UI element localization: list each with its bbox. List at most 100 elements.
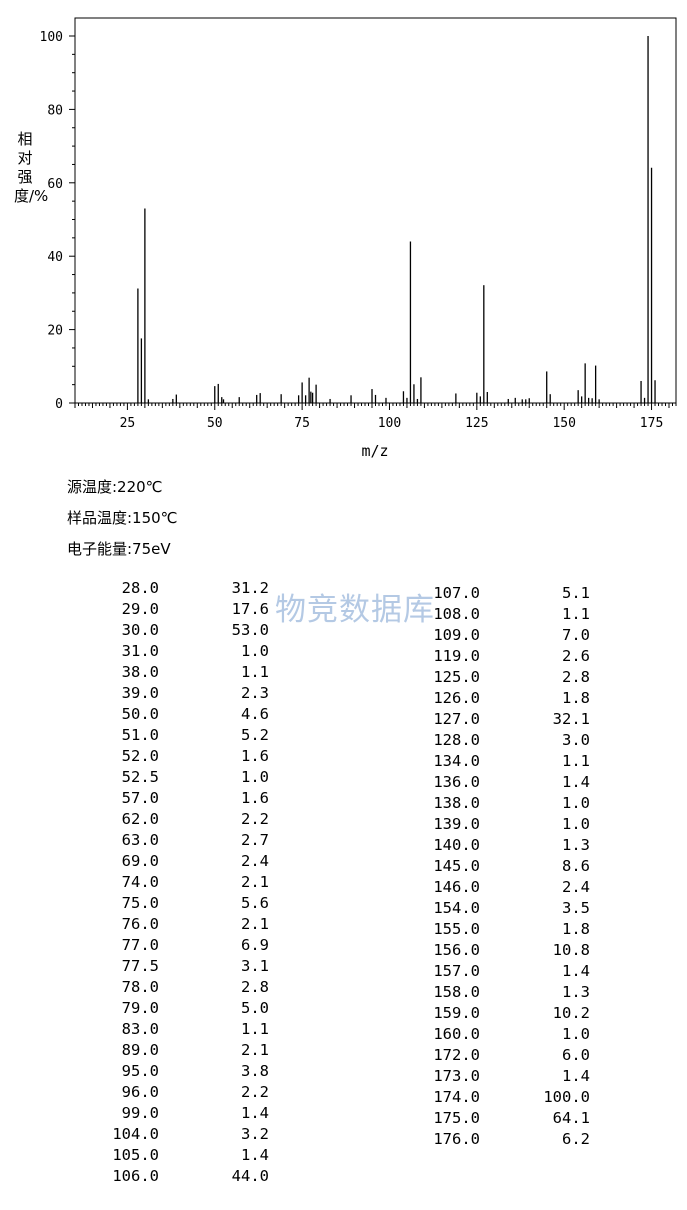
mz-value: 38.0 xyxy=(121,663,159,681)
intensity-value: 10.8 xyxy=(552,941,590,959)
mz-value: 52.0 xyxy=(121,747,159,765)
mz-value: 119.0 xyxy=(433,647,480,665)
intensity-value: 3.8 xyxy=(241,1062,269,1080)
x-tick-label: 100 xyxy=(378,416,401,431)
intensity-value: 1.0 xyxy=(562,794,590,812)
intensity-value: 6.2 xyxy=(562,1130,590,1148)
mz-value: 139.0 xyxy=(433,815,480,833)
mz-value: 105.0 xyxy=(112,1146,159,1164)
mz-value: 52.5 xyxy=(121,768,159,786)
mz-value: 31.0 xyxy=(121,642,159,660)
electron-energy: 电子能量:75eV xyxy=(67,540,171,558)
intensity-value: 1.8 xyxy=(562,689,590,707)
intensity-value: 3.1 xyxy=(241,957,269,975)
intensity-value: 8.6 xyxy=(562,857,590,875)
mz-value: 63.0 xyxy=(121,831,159,849)
intensity-value: 2.7 xyxy=(241,831,269,849)
mz-value: 146.0 xyxy=(433,878,480,896)
mz-value: 172.0 xyxy=(433,1046,480,1064)
intensity-value: 1.0 xyxy=(241,642,269,660)
mz-value: 50.0 xyxy=(121,705,159,723)
mz-value: 176.0 xyxy=(433,1130,480,1148)
mz-value: 109.0 xyxy=(433,626,480,644)
mz-value: 57.0 xyxy=(121,789,159,807)
y-tick-label: 40 xyxy=(47,250,63,265)
intensity-value: 5.6 xyxy=(241,894,269,912)
intensity-value: 5.1 xyxy=(562,584,590,602)
mz-value: 125.0 xyxy=(433,668,480,686)
intensity-value: 6.9 xyxy=(241,936,269,954)
intensity-value: 100.0 xyxy=(543,1088,590,1106)
mz-value: 160.0 xyxy=(433,1025,480,1043)
intensity-value: 1.4 xyxy=(562,962,590,980)
mz-value: 154.0 xyxy=(433,899,480,917)
mz-value: 126.0 xyxy=(433,689,480,707)
intensity-value: 1.4 xyxy=(241,1104,269,1122)
mz-value: 69.0 xyxy=(121,852,159,870)
y-tick-label: 20 xyxy=(47,324,63,339)
intensity-value: 2.1 xyxy=(241,1041,269,1059)
mz-value: 83.0 xyxy=(121,1020,159,1038)
x-tick-label: 25 xyxy=(120,416,136,431)
mz-value: 28.0 xyxy=(121,579,159,597)
intensity-value: 1.0 xyxy=(562,815,590,833)
chart-ticks: 25 50 75 100 125 150 175 0 20 40 60 80 100 xyxy=(40,30,677,431)
sample-temperature: 样品温度:150℃ xyxy=(67,509,178,527)
mz-value: 156.0 xyxy=(433,941,480,959)
intensity-value: 3.0 xyxy=(562,731,590,749)
x-tick-label: 50 xyxy=(207,416,223,431)
intensity-value: 53.0 xyxy=(231,621,269,639)
intensity-value: 5.0 xyxy=(241,999,269,1017)
mz-value: 145.0 xyxy=(433,857,480,875)
intensity-value: 1.6 xyxy=(241,789,269,807)
intensity-value: 3.5 xyxy=(562,899,590,917)
intensity-value: 6.0 xyxy=(562,1046,590,1064)
y-tick-label: 100 xyxy=(40,30,63,45)
mz-value: 74.0 xyxy=(121,873,159,891)
mz-value: 173.0 xyxy=(433,1067,480,1085)
intensity-value: 2.1 xyxy=(241,873,269,891)
x-tick-label: 125 xyxy=(465,416,488,431)
intensity-value: 1.1 xyxy=(562,605,590,623)
intensity-value: 1.3 xyxy=(562,983,590,1001)
intensity-value: 17.6 xyxy=(231,600,269,618)
mz-value: 78.0 xyxy=(121,978,159,996)
y-axis-label: 相对强度/% xyxy=(14,130,49,205)
intensity-value: 10.2 xyxy=(552,1004,590,1022)
mz-value: 107.0 xyxy=(433,584,480,602)
x-tick-label: 175 xyxy=(640,416,663,431)
mz-value: 75.0 xyxy=(121,894,159,912)
mz-value: 138.0 xyxy=(433,794,480,812)
mz-value: 155.0 xyxy=(433,920,480,938)
intensity-value: 64.1 xyxy=(552,1109,590,1127)
intensity-value: 2.2 xyxy=(241,1083,269,1101)
intensity-value: 1.0 xyxy=(562,1025,590,1043)
mz-value: 158.0 xyxy=(433,983,480,1001)
intensity-value: 2.6 xyxy=(562,647,590,665)
mz-value: 140.0 xyxy=(433,836,480,854)
chart-axes xyxy=(74,17,677,404)
intensity-value: 2.4 xyxy=(562,878,590,896)
intensity-value: 1.4 xyxy=(241,1146,269,1164)
mz-value: 108.0 xyxy=(433,605,480,623)
intensity-value: 2.8 xyxy=(562,668,590,686)
intensity-value: 1.6 xyxy=(241,747,269,765)
mz-value: 128.0 xyxy=(433,731,480,749)
mz-value: 134.0 xyxy=(433,752,480,770)
source-temperature: 源温度:220℃ xyxy=(67,478,163,496)
intensity-value: 1.1 xyxy=(562,752,590,770)
mz-value: 136.0 xyxy=(433,773,480,791)
y-tick-label: 80 xyxy=(47,103,63,118)
intensity-value: 7.0 xyxy=(562,626,590,644)
intensity-value: 1.1 xyxy=(241,1020,269,1038)
intensity-value: 2.3 xyxy=(241,684,269,702)
intensity-value: 1.4 xyxy=(562,1067,590,1085)
mz-value: 157.0 xyxy=(433,962,480,980)
mass-spectrum-chart: 25 50 75 100 125 150 175 0 20 40 60 80 100 m/z xyxy=(40,17,677,460)
mz-value: 175.0 xyxy=(433,1109,480,1127)
mz-value: 174.0 xyxy=(433,1088,480,1106)
chart-bars xyxy=(137,36,656,403)
mz-value: 39.0 xyxy=(121,684,159,702)
intensity-value: 3.2 xyxy=(241,1125,269,1143)
intensity-value: 1.3 xyxy=(562,836,590,854)
